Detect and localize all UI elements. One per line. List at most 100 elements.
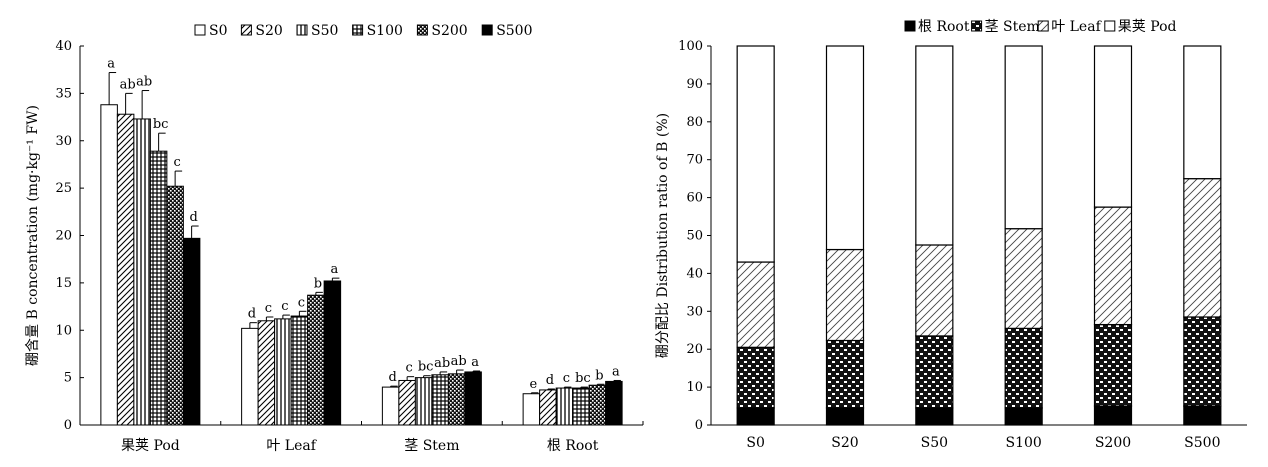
x-tick-label: S100 bbox=[1006, 435, 1042, 451]
bar-s50-pod bbox=[133, 118, 151, 426]
significance-label: c bbox=[298, 295, 305, 310]
legend-swatch-root bbox=[904, 20, 916, 32]
significance-label: bc bbox=[418, 360, 434, 375]
y-tick-label: 80 bbox=[686, 115, 703, 130]
significance-label: ab bbox=[434, 356, 450, 371]
bar-s20-leaf bbox=[257, 320, 276, 426]
significance-label: c bbox=[281, 299, 288, 314]
x-tick-label: 果荚 Pod bbox=[121, 437, 180, 454]
bar-s500-stem bbox=[464, 371, 482, 426]
significance-label: b bbox=[314, 276, 322, 291]
y-tick-label: 100 bbox=[678, 39, 703, 54]
bar-s50-stem bbox=[414, 377, 433, 426]
bar-s0-leaf bbox=[241, 327, 259, 426]
significance-label: e bbox=[530, 377, 538, 392]
y-tick-label: 15 bbox=[55, 276, 72, 291]
bar-s0-stem bbox=[381, 386, 400, 426]
y-tick-label: 40 bbox=[55, 39, 72, 54]
y-tick-label: 0 bbox=[64, 418, 72, 433]
significance-label: c bbox=[265, 301, 272, 316]
bar-s100-pod bbox=[149, 150, 168, 426]
segment-root-s500 bbox=[1183, 405, 1222, 426]
segment-leaf-s20 bbox=[825, 248, 865, 342]
legend-label-leaf: 叶 Leaf bbox=[1051, 19, 1102, 35]
segment-leaf-s50 bbox=[915, 244, 954, 337]
y-tick-label: 60 bbox=[686, 191, 703, 206]
segment-leaf-s500 bbox=[1183, 178, 1222, 318]
legend-label-s500: S500 bbox=[496, 23, 532, 39]
significance-label: d bbox=[248, 307, 256, 322]
significance-label: c bbox=[405, 361, 412, 376]
segment-pod-s20 bbox=[825, 45, 865, 251]
significance-label: a bbox=[471, 355, 479, 370]
y-tick-label: 0 bbox=[695, 418, 703, 433]
bar-s50-leaf bbox=[274, 318, 292, 426]
legend-swatch-pod bbox=[1104, 20, 1116, 32]
y-tick-label: 20 bbox=[55, 229, 72, 244]
segment-stem-s200 bbox=[1093, 323, 1133, 407]
bar-s500-root bbox=[605, 380, 623, 426]
legend-swatch-s50 bbox=[296, 24, 308, 36]
legend-swatch-s20 bbox=[240, 24, 252, 36]
y-tick-label: 70 bbox=[686, 153, 703, 168]
bar-s0-pod bbox=[100, 104, 118, 426]
segment-root-s100 bbox=[1004, 407, 1043, 426]
bar-s100-root bbox=[572, 387, 590, 426]
legend-swatch-s200 bbox=[416, 24, 428, 36]
y-tick-label: 20 bbox=[686, 342, 703, 357]
bar-s500-leaf bbox=[323, 280, 342, 426]
bar-s50-root bbox=[555, 387, 574, 426]
segment-root-s50 bbox=[915, 407, 954, 426]
segment-stem-s50 bbox=[915, 335, 954, 409]
segment-pod-s200 bbox=[1093, 45, 1133, 208]
significance-label: bc bbox=[153, 117, 169, 132]
x-tick-label: 叶 Leaf bbox=[266, 438, 317, 454]
segment-leaf-s100 bbox=[1004, 228, 1043, 329]
significance-label: bc bbox=[575, 371, 591, 386]
x-tick-label: S20 bbox=[831, 435, 858, 451]
significance-label: a bbox=[107, 57, 115, 72]
legend-label-pod: 果荚 Pod bbox=[1118, 18, 1177, 35]
legend-label-stem: 茎 Stem bbox=[985, 19, 1040, 35]
y-tick-label: 5 bbox=[64, 371, 72, 386]
bar-s200-root bbox=[588, 384, 607, 426]
y-tick-label: 50 bbox=[686, 229, 703, 244]
legend-label-root: 根 Root bbox=[918, 19, 970, 35]
segment-root-s0 bbox=[736, 407, 775, 426]
segment-pod-s500 bbox=[1183, 45, 1222, 180]
significance-label: ab bbox=[120, 77, 136, 92]
y-tick-label: 40 bbox=[686, 266, 703, 281]
segment-pod-s0 bbox=[736, 45, 775, 263]
x-tick-label: 根 Root bbox=[547, 438, 599, 454]
significance-label: ab bbox=[136, 75, 152, 90]
bar-s20-root bbox=[539, 389, 557, 426]
significance-label: b bbox=[595, 368, 603, 383]
segment-pod-s100 bbox=[1004, 45, 1043, 230]
legend-swatch-s100 bbox=[352, 24, 364, 36]
y-axis-title: 硼含量 B concentration (mg·kg⁻¹ FW) bbox=[25, 105, 41, 366]
legend-left: S0 S20 S50 S100 S200 S500 bbox=[194, 23, 533, 39]
segment-root-s200 bbox=[1093, 405, 1133, 426]
y-tick-label: 30 bbox=[55, 134, 72, 149]
significance-label: ab bbox=[451, 354, 467, 369]
segment-stem-s0 bbox=[736, 346, 775, 409]
bar-s200-pod bbox=[166, 185, 184, 426]
left-chart: 0 5 10 15 20 25 30 35 40 硼含量 B concentration (mg·… bbox=[25, 23, 644, 454]
segment-stem-s20 bbox=[825, 339, 865, 409]
legend-label-s0: S0 bbox=[209, 23, 228, 39]
significance-label: c bbox=[563, 371, 570, 386]
bar-s100-stem bbox=[431, 374, 449, 426]
segment-leaf-s0 bbox=[736, 261, 775, 348]
significance-label: a bbox=[330, 262, 338, 277]
segment-leaf-s200 bbox=[1093, 206, 1133, 326]
bar-s20-pod bbox=[116, 113, 135, 426]
significance-label: d bbox=[546, 373, 554, 388]
right-chart: 0 10 20 30 40 50 60 70 80 90 100 硼分配比 Distribution … bbox=[655, 18, 1247, 451]
legend-swatch-s0 bbox=[194, 24, 206, 36]
bar-s200-leaf bbox=[307, 294, 325, 426]
bar-s100-leaf bbox=[290, 315, 309, 426]
significance-label: d bbox=[189, 210, 197, 225]
y-tick-label: 35 bbox=[55, 86, 72, 101]
legend-swatch-stem bbox=[971, 20, 983, 32]
